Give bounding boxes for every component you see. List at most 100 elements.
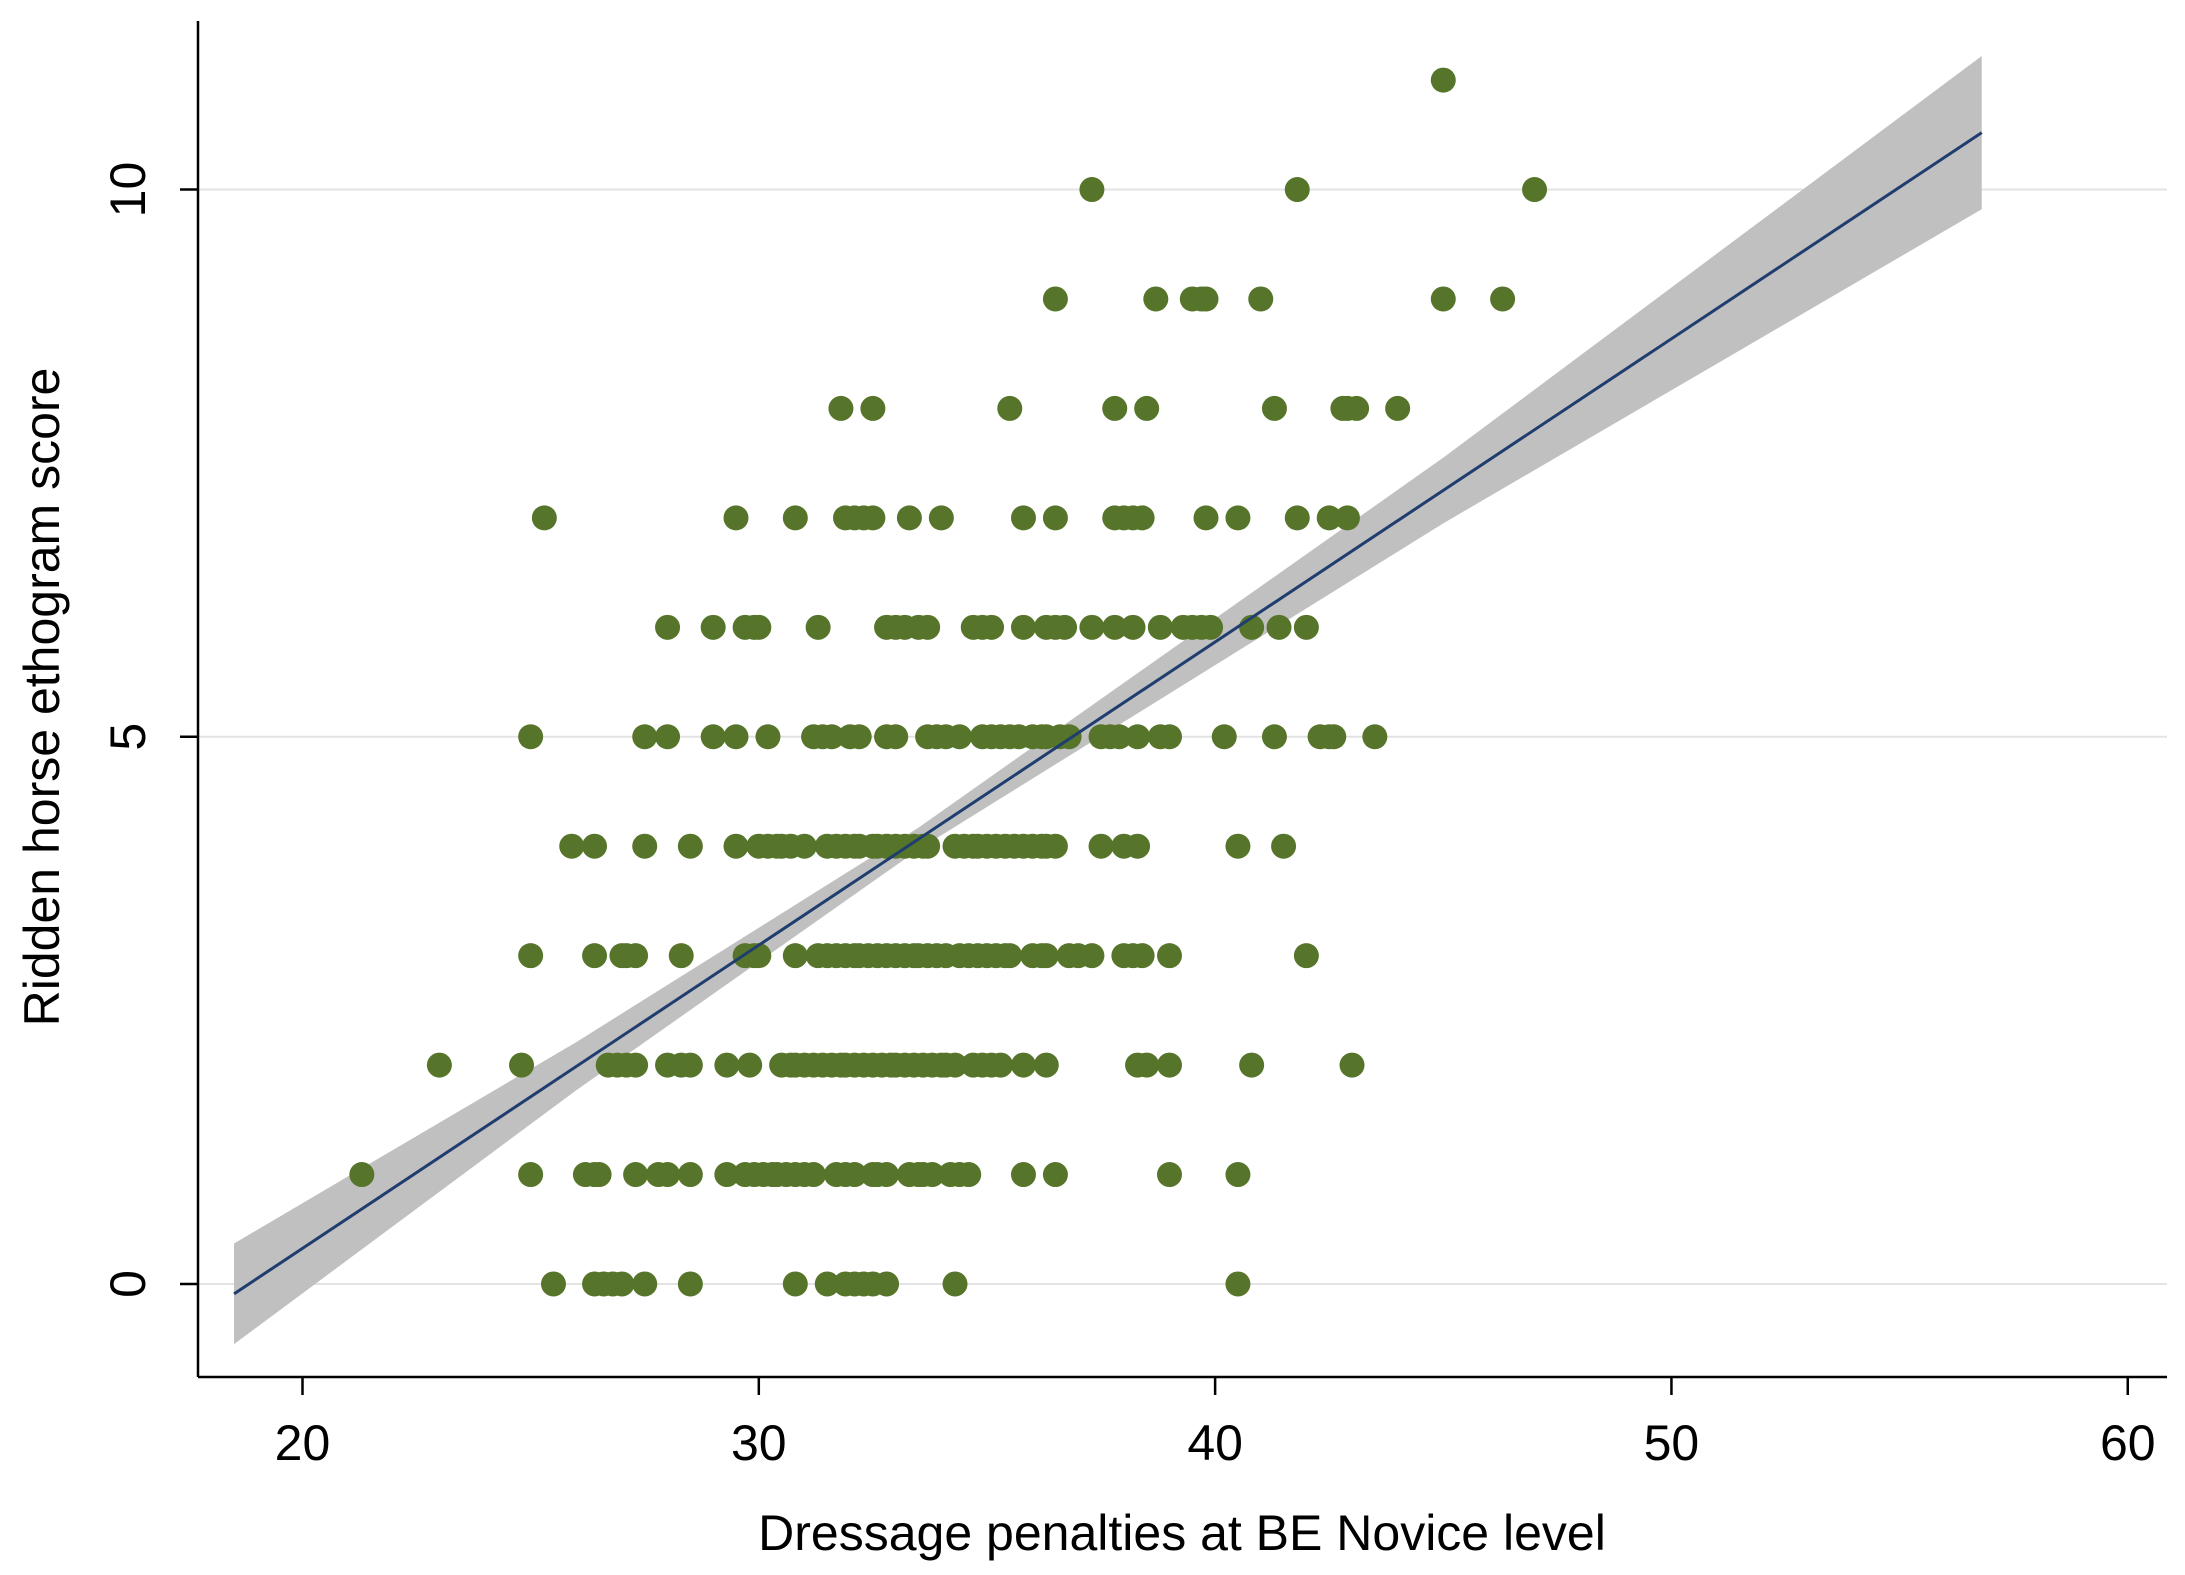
point [518,943,544,969]
point [723,833,749,859]
axes: 0 5 10 20 30 40 50 60 [100,21,2167,1471]
point [1125,724,1151,750]
x-tick-label: 30 [731,1415,787,1471]
point [623,943,649,969]
point [1225,505,1251,531]
point [874,1162,900,1188]
point [801,1162,827,1188]
point [1225,1271,1251,1297]
point [1490,286,1516,312]
point [1010,1162,1036,1188]
point [828,395,854,421]
point [1088,833,1114,859]
point [1385,395,1411,421]
x-tick-label: 20 [275,1415,331,1471]
point [632,724,658,750]
point [1284,505,1310,531]
point [1339,1052,1365,1078]
point [677,1162,703,1188]
point [1261,724,1287,750]
point [1225,1162,1251,1188]
point [1106,724,1132,750]
point [426,1052,452,1078]
point [1225,833,1251,859]
point [1033,943,1059,969]
point [988,1052,1014,1078]
point [874,1271,900,1297]
point [1271,833,1297,859]
point [559,833,585,859]
point [1120,614,1146,640]
point [1010,614,1036,640]
point [1316,505,1342,531]
point [1211,724,1237,750]
point [1134,1052,1160,1078]
point [846,724,872,750]
point [1334,505,1360,531]
point [1079,614,1105,640]
point [677,833,703,859]
point [723,505,749,531]
point [1193,286,1219,312]
point [1129,505,1155,531]
y-tick-label: 0 [100,1270,156,1298]
point [1042,505,1068,531]
point [655,614,681,640]
point [1156,1162,1182,1188]
point [883,724,909,750]
point [979,614,1005,640]
point [1079,177,1105,203]
point [1156,1052,1182,1078]
point [509,1052,535,1078]
point [1147,614,1173,640]
point [1266,614,1292,640]
point [919,1162,945,1188]
point [1129,943,1155,969]
point [942,1052,968,1078]
point [1248,286,1274,312]
point [1010,505,1036,531]
point [997,943,1023,969]
point [1042,286,1068,312]
point [609,1271,635,1297]
x-tick-label: 50 [1644,1415,1700,1471]
point [997,395,1023,421]
point [677,1052,703,1078]
point [518,1162,544,1188]
point [714,1052,740,1078]
point [1261,395,1287,421]
point [782,943,808,969]
point [349,1162,375,1188]
point [942,1271,968,1297]
x-tick-label: 60 [2100,1415,2156,1471]
point [842,1162,868,1188]
point [1052,614,1078,640]
point [714,1162,740,1188]
point [1344,395,1370,421]
point [1042,1162,1068,1188]
point [1293,943,1319,969]
point [755,724,781,750]
point [1321,724,1347,750]
point [1156,724,1182,750]
point [928,505,954,531]
point [1362,724,1388,750]
point [1102,614,1128,640]
point [1239,1052,1265,1078]
point [782,505,808,531]
point [723,724,749,750]
point [700,724,726,750]
point [1156,943,1182,969]
point [791,833,817,859]
fit-layer [233,131,1983,1296]
point [915,614,941,640]
point [1430,286,1456,312]
point [1102,395,1128,421]
point [956,1162,982,1188]
point [1293,614,1319,640]
point [586,1162,612,1188]
point [623,1052,649,1078]
fit-line [233,131,1983,1296]
